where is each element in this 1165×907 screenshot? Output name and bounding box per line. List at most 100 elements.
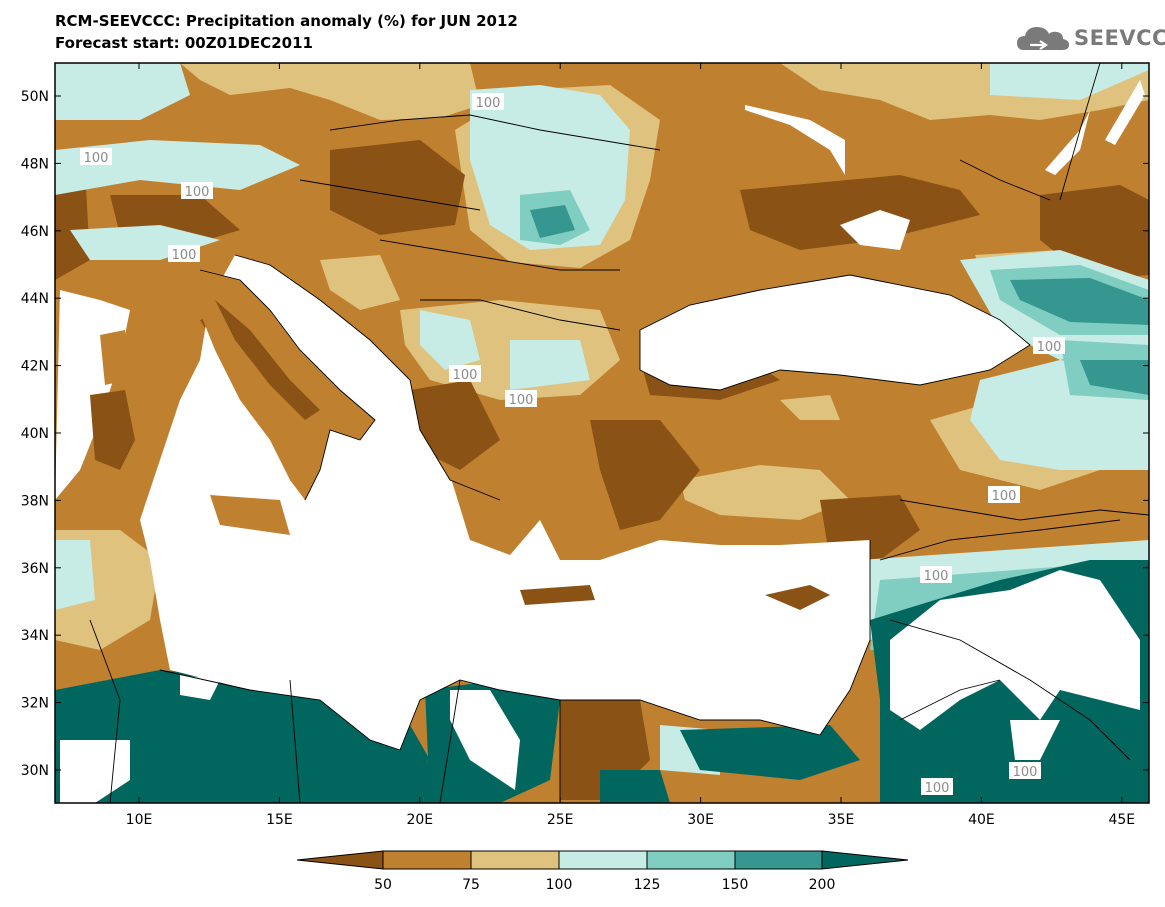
lat-tick-label: 30N — [21, 763, 49, 779]
colorbar-segment — [646, 850, 736, 870]
lat-tick-label: 50N — [21, 89, 49, 105]
contour-label-100: 100 — [1009, 762, 1041, 780]
colorbar-segment — [558, 850, 648, 870]
contour-label-100: 100 — [1033, 337, 1065, 355]
colorbar-segment — [470, 850, 560, 870]
lon-tick-label: 45E — [1108, 812, 1135, 828]
colorbar-segment — [382, 850, 472, 870]
borders — [89, 63, 1149, 803]
contour-label-100: 100 — [449, 365, 481, 383]
peloponnese — [450, 470, 540, 555]
logo-text: SEEVCCC — [1074, 26, 1165, 50]
lat-tick-label: 44N — [21, 291, 49, 307]
sardinia — [90, 390, 135, 470]
nodata-russia-1 — [1045, 110, 1090, 175]
italy-dry — [215, 300, 320, 420]
contour-labels: 100 100 100 100 100 100 100 100 100 100 100 — [80, 93, 1065, 796]
field-below-50-crimea — [740, 175, 980, 250]
cloud-icon — [1017, 27, 1069, 50]
svg-text:100: 100 — [1013, 765, 1038, 780]
colorbar-label: 75 — [462, 877, 480, 893]
lat-tick-label: 42N — [21, 359, 49, 375]
nodata-ukraine — [745, 105, 845, 175]
field-100-125-algeria — [55, 540, 95, 610]
field-150-200-romania — [530, 205, 575, 238]
contour-label-100: 100 — [921, 778, 953, 796]
map-fields — [55, 63, 1149, 803]
contour-label-100: 100 — [505, 390, 537, 408]
field-below-50-turkey-w — [590, 420, 700, 530]
field-below-50-greece — [410, 380, 500, 470]
colorbar: 50 75 100 125 150 200 — [296, 850, 909, 893]
lon-tick-label: 35E — [828, 812, 855, 828]
colorbar-segment — [734, 850, 823, 870]
field-below-50-hungary — [330, 140, 465, 235]
field-100-125-romania — [470, 85, 630, 250]
svg-text:100: 100 — [925, 781, 950, 796]
contour-label-100: 100 — [168, 245, 200, 263]
svg-text:100: 100 — [453, 368, 478, 383]
corsica — [100, 330, 128, 385]
svg-text:100: 100 — [476, 96, 501, 111]
lon-tick-label: 15E — [266, 812, 293, 828]
latitude-axis: 50N 48N 46N 44N 42N 40N 38N 36N 34N 32N 30N — [21, 89, 1149, 779]
lon-tick-label: 10E — [126, 812, 153, 828]
lon-tick-label: 20E — [406, 812, 433, 828]
field-75-100-turkey-n — [780, 395, 840, 420]
svg-text:100: 100 — [1037, 340, 1062, 355]
field-above-200-egypt-1 — [600, 770, 670, 803]
field-below-50-france — [55, 170, 90, 280]
lat-tick-label: 34N — [21, 628, 49, 644]
contour-label-100: 100 — [988, 486, 1020, 504]
field-100-125-bulgaria — [510, 340, 590, 390]
lon-tick-label: 25E — [547, 812, 574, 828]
black-sea — [640, 275, 1030, 390]
field-above-200-sinai — [680, 725, 860, 780]
colorbar-label: 150 — [722, 877, 749, 893]
contour-label-100: 100 — [472, 93, 504, 111]
field-75-100-anatolia — [680, 465, 850, 520]
svg-text:100: 100 — [84, 151, 109, 166]
nodata-arabia — [890, 570, 1140, 730]
colorbar-arrow-low — [296, 850, 384, 870]
field-100-125-russia-n — [990, 63, 1149, 100]
lat-tick-label: 38N — [21, 493, 49, 509]
longitude-axis: 10E 15E 20E 25E 30E 35E 40E 45E — [126, 63, 1135, 828]
nodata-arabia-2 — [1010, 720, 1060, 760]
cyprus — [765, 585, 830, 610]
field-75-100-balkan — [320, 255, 400, 310]
svg-text:100: 100 — [924, 569, 949, 584]
lat-tick-label: 36N — [21, 561, 49, 577]
sicily — [210, 495, 290, 535]
lat-tick-label: 48N — [21, 156, 49, 172]
field-150-200-armenia — [1080, 360, 1149, 395]
field-100-125-bosnia — [420, 310, 480, 370]
svg-text:100: 100 — [992, 489, 1017, 504]
lat-tick-label: 46N — [21, 224, 49, 240]
nodata-russia-2 — [1105, 80, 1145, 145]
nodata-cyrenaica — [450, 690, 520, 790]
sea-of-azov — [840, 210, 910, 250]
crete — [520, 585, 595, 605]
seevccc-logo: SEEVCCC — [1016, 22, 1165, 54]
contour-label-100: 100 — [920, 566, 952, 584]
lat-tick-label: 32N — [21, 696, 49, 712]
svg-text:100: 100 — [509, 393, 534, 408]
colorbar-label: 125 — [634, 877, 661, 893]
colorbar-label: 50 — [374, 877, 392, 893]
lon-tick-label: 40E — [968, 812, 995, 828]
contour-label-100: 100 — [181, 182, 213, 200]
svg-text:100: 100 — [172, 248, 197, 263]
colorbar-arrow-high — [821, 850, 909, 870]
svg-text:100: 100 — [185, 185, 210, 200]
field-150-200-caucasus — [1010, 278, 1149, 325]
lat-tick-label: 40N — [21, 426, 49, 442]
nodata-libya — [60, 740, 130, 803]
map-title: RCM-SEEVCCC: Precipitation anomaly (%) f… — [55, 12, 518, 30]
forecast-start-subtitle: Forecast start: 00Z01DEC2011 — [55, 34, 313, 52]
field-75-100-north — [180, 63, 480, 120]
field-100-125-switzerland — [55, 140, 300, 195]
colorbar-label: 100 — [546, 877, 573, 893]
colorbar-label: 200 — [809, 877, 836, 893]
